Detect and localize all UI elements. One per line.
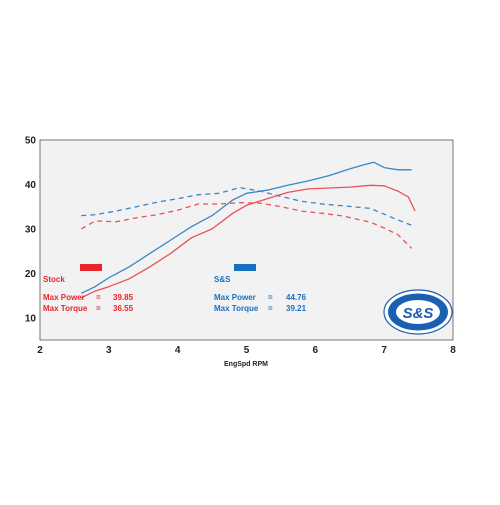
ss-logo-icon: S&S <box>383 289 453 335</box>
stock-max-power-eq: = <box>96 293 101 302</box>
series-line-ss-power <box>81 161 412 294</box>
ss-max-torque-value: 39.21 <box>286 304 307 313</box>
y-tick-label: 30 <box>25 224 37 235</box>
plot-area <box>39 139 454 341</box>
ss-legend-label: S&S <box>214 275 231 284</box>
x-tick-label: 7 <box>381 345 387 356</box>
x-tick-label: 3 <box>106 345 112 356</box>
x-tick-label: 8 <box>450 345 456 356</box>
y-tick-label: 40 <box>25 180 37 191</box>
y-tick-label: 50 <box>25 136 37 147</box>
ss-max-torque-eq: = <box>268 304 273 313</box>
svg-text:S&S: S&S <box>403 305 434 322</box>
stock-legend-swatch <box>80 264 102 271</box>
x-axis-label: EngSpd RPM <box>224 361 268 368</box>
series-line-stock-torque <box>80 202 413 249</box>
y-tick-label: 10 <box>25 313 37 324</box>
y-axis: 10 20 30 40 50 <box>25 136 37 325</box>
stock-max-power-label: Max Power <box>43 293 85 302</box>
x-tick-label: 5 <box>244 345 250 356</box>
stock-max-torque-value: 36.55 <box>113 304 134 313</box>
y-tick-label: 20 <box>25 269 37 280</box>
ss-max-power-label: Max Power <box>214 293 256 302</box>
ss-max-power-value: 44.76 <box>286 293 307 302</box>
x-tick-label: 2 <box>37 345 43 356</box>
stock-max-torque-eq: = <box>96 304 101 313</box>
ss-stats: Max Power = 44.76 Max Torque = 39.21 <box>214 293 307 313</box>
series-line-ss-torque <box>81 186 412 226</box>
series-line-stock-power <box>81 184 416 299</box>
stock-legend-label: Stock <box>43 275 65 284</box>
ss-max-torque-label: Max Torque <box>214 304 259 313</box>
x-axis: 2 3 4 5 6 7 8 <box>37 345 456 356</box>
stock-max-power-value: 39.85 <box>113 293 134 302</box>
stock-stats: Max Power = 39.85 Max Torque = 36.55 <box>43 293 134 313</box>
stock-max-torque-label: Max Torque <box>43 304 88 313</box>
ss-legend-swatch <box>234 264 256 271</box>
x-tick-label: 4 <box>175 345 181 356</box>
x-tick-label: 6 <box>313 345 319 356</box>
series-layer <box>80 161 416 299</box>
ss-max-power-eq: = <box>268 293 273 302</box>
